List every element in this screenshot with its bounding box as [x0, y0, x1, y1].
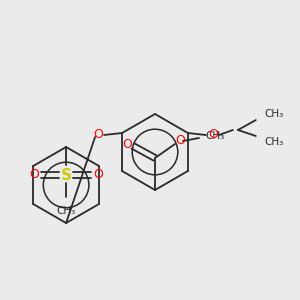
Text: S: S: [61, 167, 72, 182]
Text: O: O: [93, 128, 103, 142]
Text: O: O: [93, 169, 103, 182]
Text: CH₃: CH₃: [264, 109, 283, 119]
Text: O: O: [122, 137, 132, 151]
Text: CH₃: CH₃: [205, 131, 224, 141]
Text: O: O: [175, 134, 185, 148]
Text: CH₃: CH₃: [264, 137, 283, 147]
Text: O: O: [29, 169, 39, 182]
Text: O: O: [208, 128, 218, 142]
Text: CH₃: CH₃: [56, 206, 76, 216]
